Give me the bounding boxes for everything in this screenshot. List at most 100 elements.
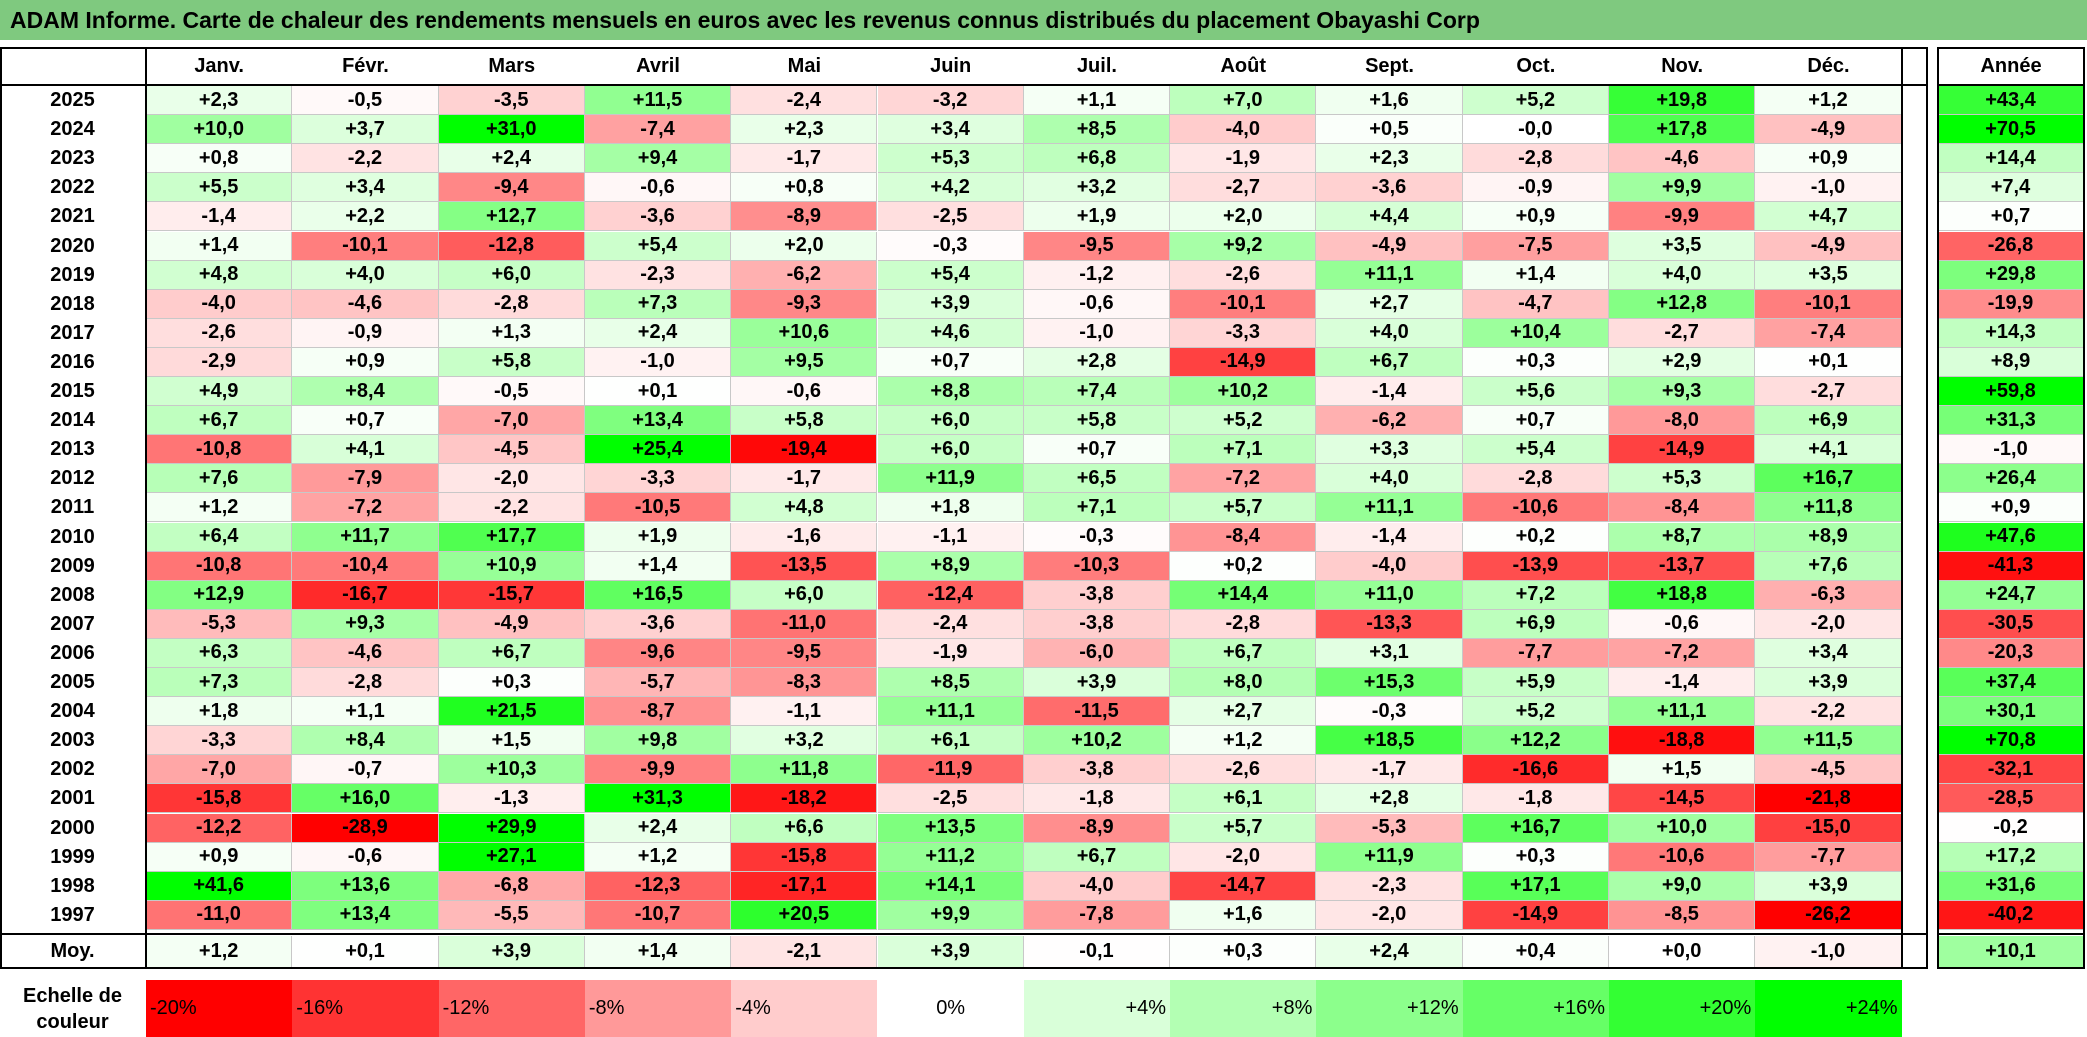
heatmap-cell: +18,8 xyxy=(1609,580,1756,610)
color-scale-stop: 0% xyxy=(877,980,1024,1037)
heatmap-cell: -10,7 xyxy=(584,900,732,930)
heatmap-cell: -1,0 xyxy=(1755,173,1902,203)
heatmap-cell: +6,3 xyxy=(146,638,293,668)
heatmap-cell: -9,3 xyxy=(731,289,878,319)
chart-title: ADAM Informe. Carte de chaleur des rende… xyxy=(0,0,2087,40)
heatmap-cell: +1,2 xyxy=(1755,86,1902,116)
heatmap-cell: +8,9 xyxy=(877,551,1024,581)
heatmap-cell: +11,1 xyxy=(1316,260,1463,290)
heatmap-cell: -0,5 xyxy=(292,86,439,116)
month-header: Oct. xyxy=(1516,55,1556,77)
heatmap-cell: +3,9 xyxy=(1023,668,1171,698)
heatmap-cell: -7,7 xyxy=(1462,638,1609,668)
heatmap-cell: +10,9 xyxy=(438,551,585,581)
heatmap-cell: -0,0 xyxy=(1462,115,1609,145)
year-label: 2011 xyxy=(50,496,95,519)
heatmap-cell: -2,0 xyxy=(438,464,585,494)
heatmap-cell: +0,1 xyxy=(584,377,732,407)
average-cell: +0,4 xyxy=(1462,935,1609,968)
annual-cell: +24,7 xyxy=(1938,580,2084,610)
heatmap-cell: +5,4 xyxy=(584,231,732,261)
heatmap-cell: +11,2 xyxy=(877,842,1024,872)
average-cell: +0,0 xyxy=(1609,935,1756,968)
heatmap-cell: +1,1 xyxy=(292,697,439,727)
heatmap-cell: +11,0 xyxy=(1316,580,1463,610)
annual-cell: +8,9 xyxy=(1938,347,2084,377)
heatmap-cell: +6,0 xyxy=(438,260,585,290)
heatmap-cell: -2,8 xyxy=(1462,464,1609,494)
heatmap-cell: +5,5 xyxy=(146,173,293,203)
heatmap-cell: -2,0 xyxy=(1316,900,1463,930)
heatmap-cell: -4,5 xyxy=(1755,755,1902,785)
heatmap-cell: +3,9 xyxy=(1755,668,1902,698)
heatmap-cell: -2,2 xyxy=(292,144,439,174)
heatmap-cell: -16,6 xyxy=(1462,755,1609,785)
heatmap-cell: -11,9 xyxy=(877,755,1024,785)
heatmap-cell: -10,8 xyxy=(146,435,293,465)
heatmap-cell: +5,3 xyxy=(1609,464,1756,494)
month-header: Août xyxy=(1220,55,1267,77)
heatmap-cell: -0,9 xyxy=(1462,173,1609,203)
annual-cell: +0,7 xyxy=(1938,202,2084,232)
annual-cell: +43,4 xyxy=(1938,86,2084,116)
year-label: 1998 xyxy=(50,874,95,897)
heatmap-cell: -2,8 xyxy=(1462,144,1609,174)
annual-cell: +31,3 xyxy=(1938,406,2084,436)
annual-cell: -41,3 xyxy=(1938,551,2084,581)
heatmap-cell: -14,9 xyxy=(1609,435,1756,465)
heatmap-cell: -14,9 xyxy=(1462,900,1609,930)
heatmap-cell: -2,7 xyxy=(1170,173,1317,203)
heatmap-cell: -2,4 xyxy=(877,609,1024,639)
annual-cell: +26,4 xyxy=(1938,464,2084,494)
month-header: Avril xyxy=(636,55,680,77)
heatmap-cell: -7,0 xyxy=(438,406,585,436)
annual-cell: +37,4 xyxy=(1938,668,2084,698)
heatmap-cell: +11,5 xyxy=(1755,726,1902,756)
heatmap-cell: -2,6 xyxy=(146,318,293,348)
heatmap-cell: -1,4 xyxy=(146,202,293,232)
heatmap-cell: +1,5 xyxy=(438,726,585,756)
year-label: 2024 xyxy=(50,118,95,141)
month-header: Janv. xyxy=(194,55,244,77)
heatmap-cell: +0,5 xyxy=(1316,115,1463,145)
heatmap-cell: -1,9 xyxy=(1170,144,1317,174)
heatmap-cell: +8,5 xyxy=(1023,115,1171,145)
year-label: 2000 xyxy=(50,816,95,839)
heatmap-cell: -7,2 xyxy=(1609,638,1756,668)
heatmap-cell: +0,7 xyxy=(292,406,439,436)
heatmap-cell: +11,1 xyxy=(1316,493,1463,523)
heatmap-cell: +16,7 xyxy=(1755,464,1902,494)
year-label: 2002 xyxy=(50,758,95,781)
heatmap-cell: +5,8 xyxy=(438,347,585,377)
heatmap-cell: -7,2 xyxy=(1170,464,1317,494)
heatmap-cell: -14,9 xyxy=(1170,347,1317,377)
heatmap-cell: -1,0 xyxy=(584,347,732,377)
heatmap-cell: -4,9 xyxy=(438,609,585,639)
heatmap-cell: +5,2 xyxy=(1462,697,1609,727)
heatmap-cell: +3,5 xyxy=(1609,231,1756,261)
heatmap-cell: -9,9 xyxy=(584,755,732,785)
heatmap-cell: +11,8 xyxy=(1755,493,1902,523)
heatmap-cell: +0,3 xyxy=(1462,842,1609,872)
heatmap-cell: -3,8 xyxy=(1023,580,1171,610)
heatmap-cell: +0,9 xyxy=(1755,144,1902,174)
heatmap-cell: +7,6 xyxy=(1755,551,1902,581)
heatmap-cell: +7,3 xyxy=(146,668,293,698)
heatmap-cell: -1,0 xyxy=(1023,318,1171,348)
heatmap-cell: +17,1 xyxy=(1462,871,1609,901)
heatmap-cell: +2,4 xyxy=(584,318,732,348)
year-label: 2004 xyxy=(50,700,95,723)
heatmap-cell: -13,3 xyxy=(1316,609,1463,639)
heatmap-cell: +10,0 xyxy=(1609,813,1756,843)
heatmap-cell: +8,4 xyxy=(292,377,439,407)
heatmap-cell: -0,6 xyxy=(731,377,878,407)
heatmap-cell: -11,0 xyxy=(146,900,293,930)
heatmap-cell: -2,6 xyxy=(1170,260,1317,290)
heatmap-cell: +10,0 xyxy=(146,115,293,145)
heatmap-cell: +0,8 xyxy=(731,173,878,203)
heatmap-cell: +41,6 xyxy=(146,871,293,901)
heatmap-cell: +27,1 xyxy=(438,842,585,872)
color-scale-stop: -8% xyxy=(584,980,732,1037)
heatmap-cell: +20,5 xyxy=(731,900,878,930)
month-header: Sept. xyxy=(1365,55,1414,77)
